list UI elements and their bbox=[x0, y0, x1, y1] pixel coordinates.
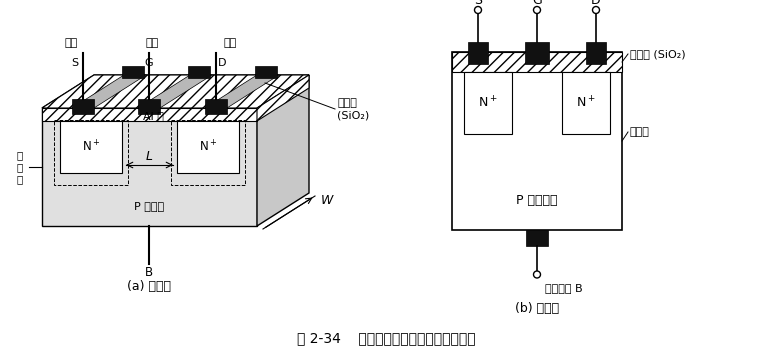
Bar bbox=[138, 99, 160, 114]
Text: 耗: 耗 bbox=[17, 150, 23, 160]
Text: $L$: $L$ bbox=[145, 150, 153, 163]
Text: (a) 立体图: (a) 立体图 bbox=[127, 279, 171, 293]
Bar bbox=[525, 42, 549, 64]
Text: N$^+$: N$^+$ bbox=[82, 139, 100, 155]
Text: (b) 剖面图: (b) 剖面图 bbox=[515, 302, 559, 314]
Text: P 型硅衬底: P 型硅衬底 bbox=[516, 194, 558, 207]
Polygon shape bbox=[138, 75, 212, 108]
Text: S: S bbox=[474, 0, 482, 6]
Bar bbox=[60, 121, 122, 173]
Bar bbox=[526, 230, 548, 246]
Bar bbox=[452, 52, 622, 230]
Text: 绝缘层 (SiO₂): 绝缘层 (SiO₂) bbox=[630, 49, 686, 59]
Text: G: G bbox=[145, 58, 153, 68]
Text: P 型衬底: P 型衬底 bbox=[134, 201, 164, 211]
Bar bbox=[122, 66, 144, 78]
Text: G: G bbox=[532, 0, 542, 6]
Text: 层: 层 bbox=[17, 174, 23, 184]
Bar bbox=[255, 66, 277, 78]
Text: S: S bbox=[71, 58, 79, 68]
Text: D: D bbox=[591, 0, 601, 6]
Text: 氧化层: 氧化层 bbox=[337, 98, 357, 108]
Text: 漏极: 漏极 bbox=[223, 38, 237, 48]
Text: 栅极: 栅极 bbox=[145, 38, 158, 48]
Polygon shape bbox=[42, 108, 257, 226]
Polygon shape bbox=[205, 75, 279, 108]
Polygon shape bbox=[42, 75, 309, 108]
Bar bbox=[586, 42, 606, 64]
Polygon shape bbox=[257, 75, 309, 121]
Text: N$^+$: N$^+$ bbox=[576, 95, 596, 111]
Bar bbox=[562, 72, 610, 134]
Text: N$^+$: N$^+$ bbox=[199, 139, 217, 155]
Polygon shape bbox=[42, 75, 309, 108]
Bar bbox=[464, 72, 512, 134]
Bar bbox=[177, 121, 239, 173]
Text: 源极: 源极 bbox=[64, 38, 77, 48]
Text: N$^+$: N$^+$ bbox=[478, 95, 498, 111]
Polygon shape bbox=[257, 75, 309, 226]
Text: B: B bbox=[145, 265, 153, 278]
Bar bbox=[468, 42, 488, 64]
Bar bbox=[42, 108, 257, 121]
Text: 衬底引线 B: 衬底引线 B bbox=[545, 283, 583, 294]
Bar bbox=[72, 99, 94, 114]
Text: Al 层: Al 层 bbox=[143, 111, 164, 121]
Text: $W$: $W$ bbox=[319, 194, 335, 207]
Bar bbox=[188, 66, 210, 78]
Bar bbox=[205, 99, 227, 114]
Text: 尽: 尽 bbox=[17, 162, 23, 172]
Circle shape bbox=[533, 6, 540, 13]
Text: D: D bbox=[218, 58, 226, 68]
Circle shape bbox=[533, 271, 540, 278]
Text: (SiO₂): (SiO₂) bbox=[337, 111, 369, 121]
Bar bbox=[452, 52, 622, 72]
Text: 图 2-34    绝缘栅型场效应管的结构示意图: 图 2-34 绝缘栅型场效应管的结构示意图 bbox=[297, 331, 475, 345]
Text: 半导体: 半导体 bbox=[630, 127, 650, 137]
Circle shape bbox=[475, 6, 482, 13]
Polygon shape bbox=[72, 75, 146, 108]
Circle shape bbox=[592, 6, 600, 13]
